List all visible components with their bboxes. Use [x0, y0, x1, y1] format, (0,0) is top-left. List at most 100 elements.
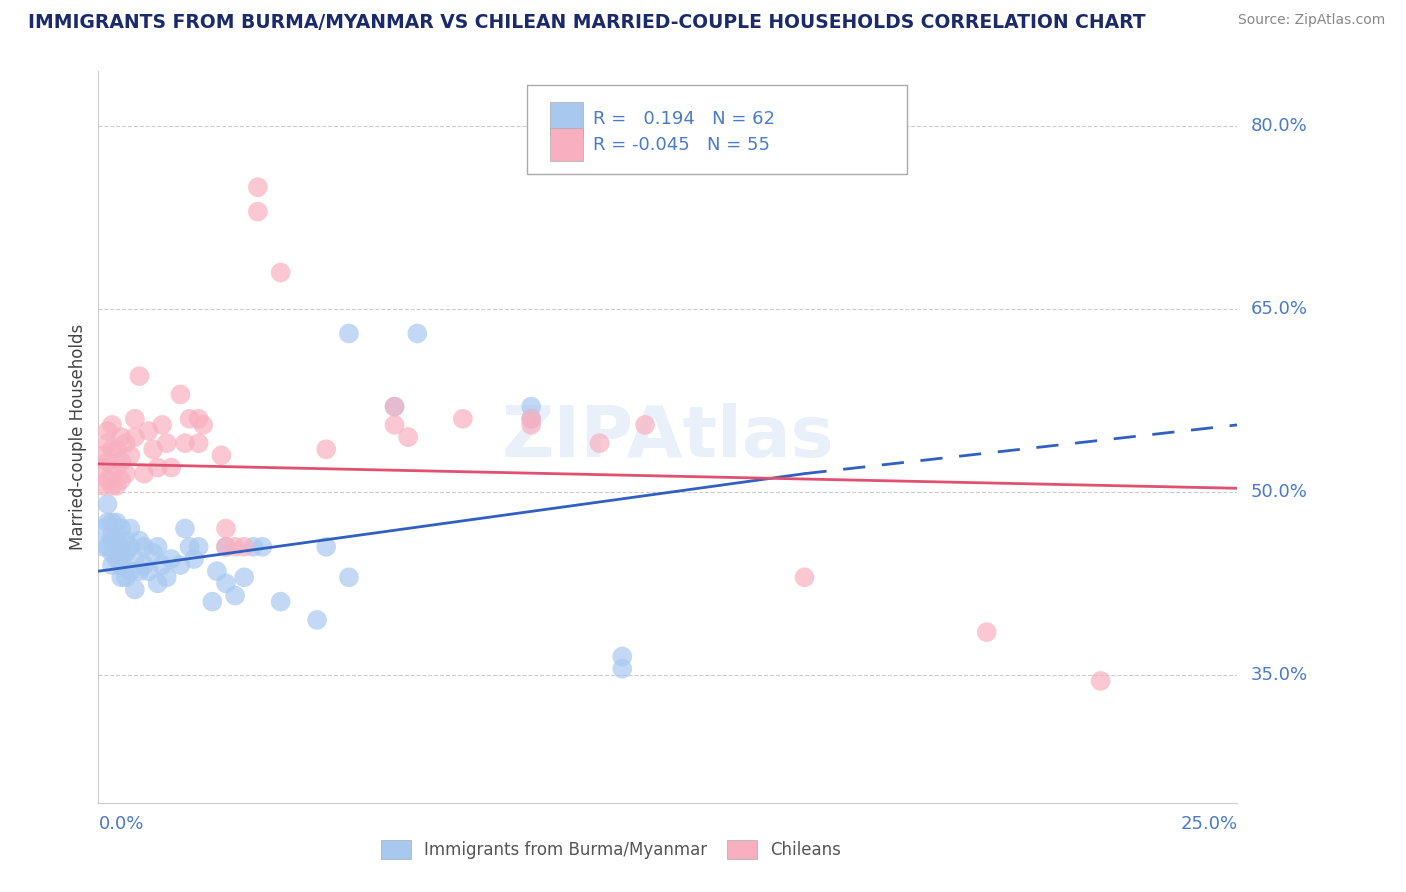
Point: [96, 497, 118, 511]
Point: [101, 516, 124, 530]
Point: [215, 540, 238, 554]
Point: [156, 570, 179, 584]
Point: [110, 473, 132, 487]
Point: [520, 411, 543, 425]
Point: [588, 436, 610, 450]
Point: [246, 180, 269, 194]
Point: [156, 436, 179, 450]
Point: [174, 436, 197, 450]
Text: 25.0%: 25.0%: [1180, 815, 1237, 833]
Point: [96, 516, 118, 530]
Point: [124, 430, 146, 444]
Point: [138, 424, 160, 438]
Point: [451, 411, 474, 425]
Point: [114, 570, 136, 584]
Point: [110, 570, 132, 584]
Point: [169, 558, 191, 573]
Point: [105, 533, 128, 548]
Point: [114, 467, 136, 481]
Point: [96, 436, 118, 450]
Point: [520, 417, 543, 432]
Point: [146, 540, 169, 554]
Point: [384, 400, 406, 414]
Text: 50.0%: 50.0%: [1251, 483, 1308, 501]
Point: [101, 479, 124, 493]
Point: [91, 448, 114, 462]
Point: [174, 521, 197, 535]
Point: [132, 540, 155, 554]
Point: [91, 540, 114, 554]
Point: [101, 442, 124, 457]
Point: [179, 411, 201, 425]
Point: [246, 204, 269, 219]
Point: [110, 540, 132, 554]
Text: 0.0%: 0.0%: [98, 815, 143, 833]
Point: [120, 564, 142, 578]
Point: [110, 454, 132, 468]
Point: [1090, 673, 1112, 688]
Point: [179, 540, 201, 554]
Point: [110, 558, 132, 573]
Point: [124, 552, 146, 566]
Point: [128, 533, 150, 548]
Point: [634, 417, 657, 432]
Point: [91, 460, 114, 475]
Point: [150, 558, 173, 573]
Point: [114, 546, 136, 560]
Point: [101, 558, 124, 573]
Point: [124, 582, 146, 597]
Point: [91, 521, 114, 535]
Point: [315, 540, 337, 554]
Point: [114, 436, 136, 450]
Point: [976, 625, 998, 640]
Point: [105, 540, 128, 554]
Text: ZIPAtlas: ZIPAtlas: [502, 402, 834, 472]
Text: 35.0%: 35.0%: [1251, 665, 1308, 684]
Point: [396, 430, 419, 444]
Point: [793, 570, 815, 584]
Point: [242, 540, 264, 554]
Point: [150, 417, 173, 432]
Point: [138, 564, 160, 578]
Point: [120, 448, 142, 462]
Point: [337, 326, 360, 341]
Point: [270, 265, 292, 279]
Text: R =   0.194   N = 62: R = 0.194 N = 62: [593, 110, 775, 128]
Point: [315, 442, 337, 457]
Point: [215, 576, 238, 591]
Y-axis label: Married-couple Households: Married-couple Households: [69, 324, 87, 550]
Point: [105, 516, 128, 530]
Point: [101, 417, 124, 432]
Point: [101, 546, 124, 560]
Point: [612, 662, 634, 676]
Point: [193, 417, 215, 432]
Point: [96, 473, 118, 487]
Point: [612, 649, 634, 664]
Point: [307, 613, 329, 627]
Point: [205, 564, 228, 578]
Point: [215, 521, 238, 535]
Point: [105, 479, 128, 493]
Point: [183, 552, 205, 566]
Text: 80.0%: 80.0%: [1251, 117, 1308, 136]
Point: [209, 448, 232, 462]
Point: [142, 546, 165, 560]
Point: [146, 576, 169, 591]
Point: [132, 558, 155, 573]
Point: [128, 564, 150, 578]
Text: 65.0%: 65.0%: [1251, 300, 1308, 318]
Point: [101, 467, 124, 481]
Point: [132, 467, 155, 481]
Point: [105, 552, 128, 566]
Point: [110, 521, 132, 535]
Point: [224, 589, 246, 603]
Point: [187, 411, 209, 425]
Legend: Immigrants from Burma/Myanmar, Chileans: Immigrants from Burma/Myanmar, Chileans: [373, 831, 849, 868]
Point: [270, 594, 292, 608]
Point: [160, 552, 183, 566]
Point: [160, 460, 183, 475]
Point: [105, 460, 128, 475]
Point: [201, 594, 224, 608]
Point: [110, 430, 132, 444]
Point: [114, 533, 136, 548]
